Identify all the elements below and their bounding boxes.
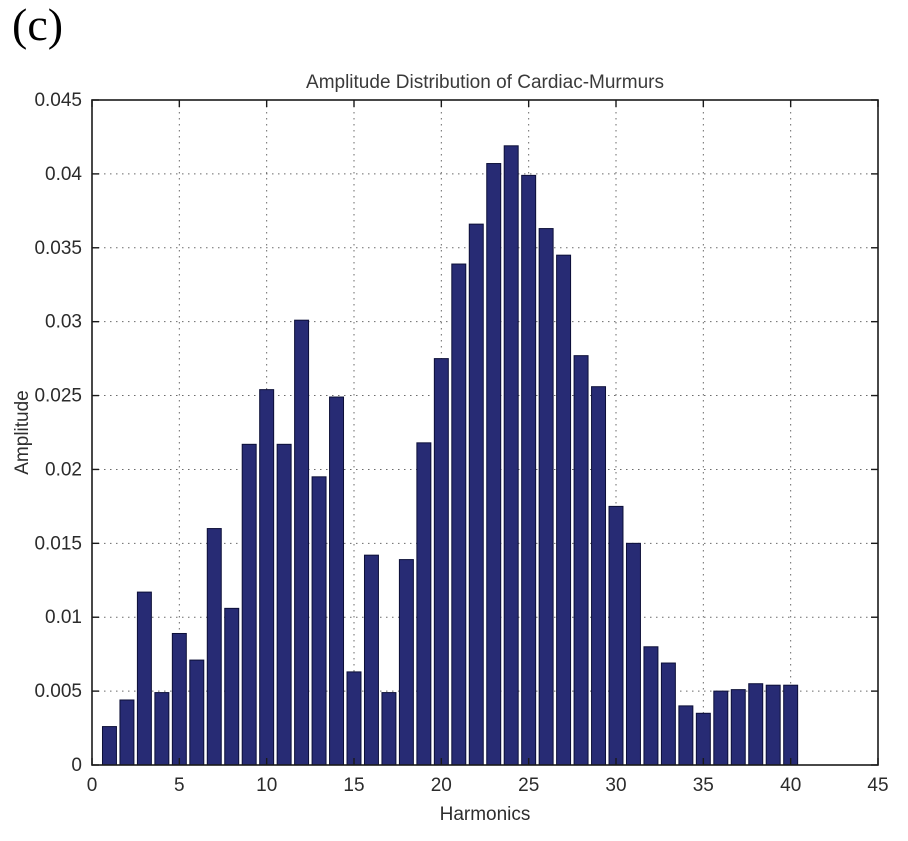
bar [206,528,222,766]
bar [573,355,589,766]
bar [119,699,135,766]
x-tick-label: 20 [431,775,452,796]
x-tick-label: 0 [87,775,98,796]
x-tick-label: 40 [780,775,801,796]
bar [643,646,659,766]
bar [346,671,362,766]
bar [783,684,799,766]
bar [241,443,257,766]
bar [503,145,519,766]
bar [416,442,432,766]
y-tick-labels: 0 0.005 0.01 0.015 0.02 0.025 0.03 0.035 0.04 0.0… [34,90,82,776]
y-tick-label: 0.005 [34,681,82,702]
x-tick-label: 30 [605,775,626,796]
y-tick-label: 0.04 [45,164,82,185]
x-axis-label: Harmonics [440,804,531,825]
y-tick-label: 0.045 [34,90,82,111]
bar [311,476,327,766]
bar [136,591,152,766]
chart-title: Amplitude Distribution of Cardiac-Murmur… [306,72,664,93]
bar [363,554,379,766]
x-tick-label: 25 [518,775,539,796]
bar [171,632,187,766]
bar [468,223,484,766]
plot-border [91,99,879,766]
bar [730,689,746,766]
bar [556,254,572,766]
x-tick-label: 15 [343,775,364,796]
bar [189,659,205,766]
x-tick-labels: 0 5 10 15 20 25 30 35 40 45 [87,775,889,796]
bar [101,726,117,766]
bar [154,692,170,766]
bar [294,319,310,766]
bar [765,684,781,766]
bar [259,389,275,766]
bar [433,358,449,766]
bar [608,505,624,766]
y-axis-label: Amplitude [12,390,33,475]
y-tick-label: 0 [71,755,82,776]
bar [224,607,240,766]
bar [695,712,711,766]
bar [486,163,502,766]
y-tick-label: 0.03 [45,312,82,333]
bar [521,174,537,766]
bar [591,386,607,766]
x-tick-label: 45 [867,775,888,796]
bar [381,692,397,766]
y-tick-label: 0.035 [34,238,82,259]
bar [660,662,676,766]
grid-lines [92,100,878,765]
x-tick-label: 10 [256,775,277,796]
bar [451,263,467,766]
bar [276,443,292,766]
bar [398,559,414,766]
bar [538,228,554,766]
x-tick-label: 35 [693,775,714,796]
panel-label: (c) [12,0,64,50]
bar [625,542,641,766]
y-tick-label: 0.01 [45,607,82,628]
x-tick-label: 5 [174,775,185,796]
bars [101,145,799,766]
y-tick-label: 0.02 [45,459,82,480]
y-tick-label: 0.015 [34,533,82,554]
bar [329,396,345,766]
y-tick-label: 0.025 [34,386,82,407]
bar [713,690,729,766]
bar [678,705,694,766]
bar [748,683,764,766]
